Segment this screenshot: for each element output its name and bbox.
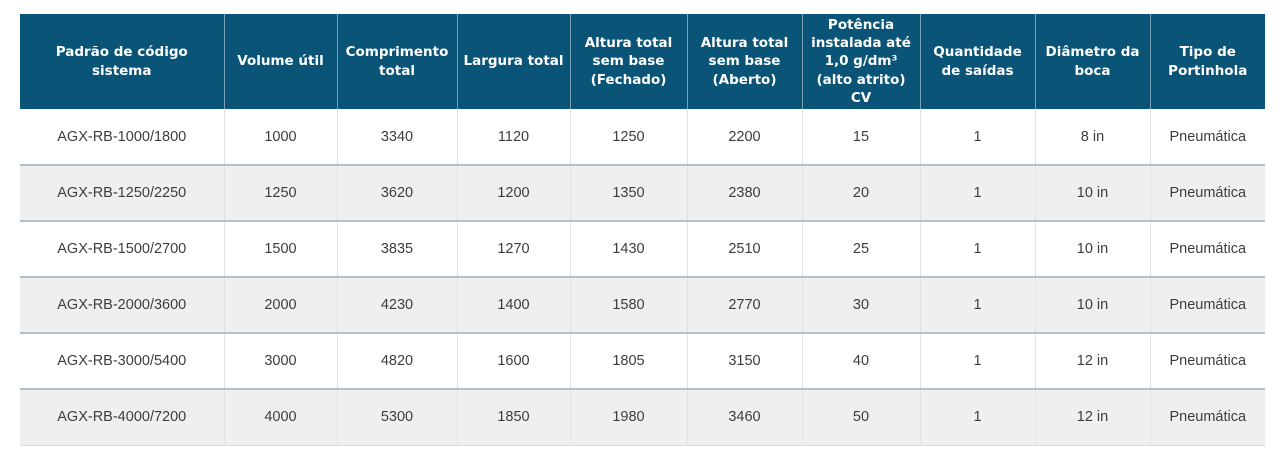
table-cell: 1580 <box>569 277 687 334</box>
table-cell: 1000 <box>223 109 337 166</box>
table-cell: AGX-RB-4000/7200 <box>57 409 187 426</box>
table-row: AGX-RB-2000/3600 2000 4230 1400 1580 2770 30 1 1… <box>20 277 1265 334</box>
header-cell: Altura total sem base (Aberto) <box>686 14 802 110</box>
table-cell: 1 <box>919 389 1035 446</box>
table-cell: 1250 <box>569 109 687 166</box>
table-cell: 10 in <box>1034 277 1150 334</box>
table-cell: Pneumática <box>1149 389 1265 446</box>
table-row: AGX-RB-4000/7200 4000 5300 1850 1980 3460 50 1 1… <box>20 389 1265 446</box>
header-cell: Padrão de código sistema <box>20 14 224 110</box>
table-cell: 3835 <box>336 221 457 278</box>
table-cell: 40 <box>801 333 920 390</box>
table-cell: 12 in <box>1034 389 1150 446</box>
table-cell: AGX-RB-1500/2700 <box>57 241 187 258</box>
table-cell: Pneumática <box>1149 165 1265 222</box>
table-cell: 3340 <box>336 109 457 166</box>
table-cell: 50 <box>801 389 920 446</box>
header-cell: Largura total <box>456 14 570 110</box>
table-cell: 1850 <box>456 389 570 446</box>
table-cell: 2380 <box>686 165 802 222</box>
table-cell: 10 in <box>1034 165 1150 222</box>
table-cell: 1805 <box>569 333 687 390</box>
table-cell: 1600 <box>456 333 570 390</box>
table-cell: 1120 <box>456 109 570 166</box>
header-cell: Diâmetro da boca <box>1034 14 1150 110</box>
table-cell: 1 <box>919 221 1035 278</box>
table-cell: Pneumática <box>1149 221 1265 278</box>
table-cell: 4230 <box>336 277 457 334</box>
table-cell: 10 in <box>1034 221 1150 278</box>
spec-table-container: Padrão de código sistema Volume útil Compr… <box>20 14 1265 446</box>
table-cell: 1250 <box>223 165 337 222</box>
table-cell: 2770 <box>686 277 802 334</box>
table-row: AGX-RB-1000/1800 1000 3340 1120 1250 2200 15 1 8… <box>20 109 1265 166</box>
table-cell: 3150 <box>686 333 802 390</box>
table-cell: 2510 <box>686 221 802 278</box>
header-cell: Volume útil <box>223 14 337 110</box>
table-row: AGX-RB-3000/5400 3000 4820 1600 1805 3150 40 1 1… <box>20 333 1265 390</box>
table-cell: 1430 <box>569 221 687 278</box>
table-cell: 1 <box>919 109 1035 166</box>
table-cell: 1400 <box>456 277 570 334</box>
spec-table: Padrão de código sistema Volume útil Compr… <box>20 14 1265 446</box>
table-cell: 1500 <box>223 221 337 278</box>
table-cell: AGX-RB-2000/3600 <box>57 297 187 314</box>
table-cell: 1980 <box>569 389 687 446</box>
table-cell: AGX-RB-1000/1800 <box>57 128 187 145</box>
table-cell: 15 <box>801 109 920 166</box>
table-cell: Pneumática <box>1149 277 1265 334</box>
table-cell: 1200 <box>456 165 570 222</box>
table-row: AGX-RB-1250/2250 1250 3620 1200 1350 2380 20 1 1… <box>20 165 1265 222</box>
table-cell: 30 <box>801 277 920 334</box>
table-cell: 5300 <box>336 389 457 446</box>
table-cell: 3000 <box>223 333 337 390</box>
table-cell: 3620 <box>336 165 457 222</box>
table-header: Padrão de código sistema Volume útil Compr… <box>20 14 1265 110</box>
table-cell: 1 <box>919 333 1035 390</box>
table-cell: 2200 <box>686 109 802 166</box>
table-cell: AGX-RB-1250/2250 <box>57 185 187 202</box>
table-cell: 4000 <box>223 389 337 446</box>
table-cell: Pneumática <box>1149 333 1265 390</box>
header-cell: Quantidade de saídas <box>919 14 1035 110</box>
table-cell: 1350 <box>569 165 687 222</box>
table-header-row: Padrão de código sistema Volume útil Compr… <box>20 14 1265 110</box>
header-cell: Potência instalada até 1,0 g/dm³ (alto a… <box>801 14 920 110</box>
table-cell: 1 <box>919 165 1035 222</box>
header-cell: Comprimento total <box>336 14 457 110</box>
table-cell: 25 <box>801 221 920 278</box>
header-cell: Altura total sem base (Fechado) <box>569 14 687 110</box>
table-cell: 1 <box>919 277 1035 334</box>
table-cell: AGX-RB-3000/5400 <box>57 353 187 370</box>
table-cell: 1270 <box>456 221 570 278</box>
table-cell: 8 in <box>1034 109 1150 166</box>
table-cell: 3460 <box>686 389 802 446</box>
header-cell: Tipo de Portinhola <box>1149 14 1265 110</box>
table-cell: 20 <box>801 165 920 222</box>
table-row: AGX-RB-1500/2700 1500 3835 1270 1430 2510 25 1 1… <box>20 221 1265 278</box>
table-cell: 12 in <box>1034 333 1150 390</box>
table-cell: 2000 <box>223 277 337 334</box>
table-body: AGX-RB-1000/1800 1000 3340 1120 1250 2200 15 1 8… <box>20 109 1265 446</box>
table-cell: Pneumática <box>1149 109 1265 166</box>
table-cell: 4820 <box>336 333 457 390</box>
